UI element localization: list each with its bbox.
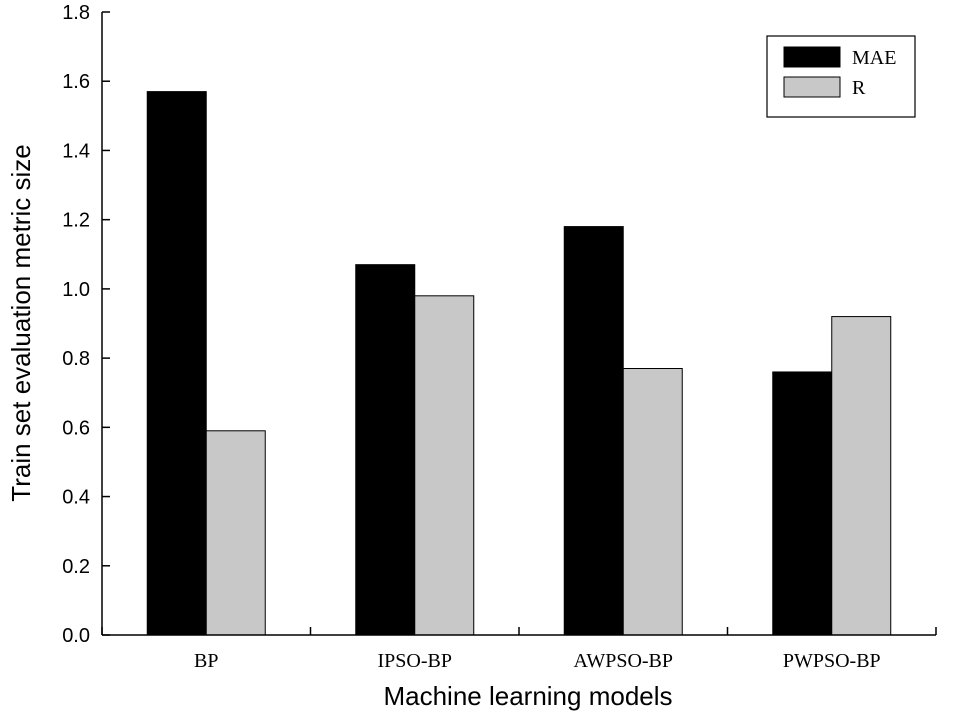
y-tick-label: 0.2 — [62, 556, 90, 578]
bar-r-pwpso-bp — [831, 316, 892, 636]
bar-r-ipso-bp — [414, 295, 475, 636]
legend: MAE R — [766, 35, 916, 118]
x-tick-label: PWPSO-BP — [783, 650, 881, 672]
x-tick-label: AWPSO-BP — [573, 650, 673, 672]
y-tick-label: 0.6 — [62, 417, 90, 439]
bars-layer — [146, 91, 892, 636]
y-tick-label: 0.4 — [62, 487, 90, 509]
y-axis-title: Train set evaluation metric size — [6, 144, 36, 501]
legend-label-mae: MAE — [852, 47, 896, 69]
legend-swatch-r — [783, 76, 841, 98]
bar-r-awpso-bp — [622, 367, 683, 636]
bar-mae-ipso-bp — [355, 264, 416, 636]
x-axis-title: Machine learning models — [383, 681, 672, 711]
y-tick-label: 1.0 — [62, 279, 90, 301]
bar-mae-bp — [146, 91, 207, 636]
legend-swatch-mae — [783, 46, 841, 68]
x-tick-label: IPSO-BP — [378, 650, 452, 672]
axes-layer: BP IPSO-BP AWPSO-BP PWPSO-BP 0.0 0.2 0.4 0.6 0.8… — [62, 2, 937, 672]
y-tick-label: 0.0 — [62, 625, 90, 647]
y-tick-label: 1.8 — [62, 2, 90, 24]
y-tick-label: 1.2 — [62, 210, 90, 232]
y-tick-label: 1.4 — [62, 140, 90, 162]
legend-label-r: R — [852, 77, 866, 99]
bar-r-bp — [205, 430, 266, 636]
y-tick-label: 0.8 — [62, 348, 90, 370]
bar-mae-pwpso-bp — [772, 371, 833, 636]
bar-mae-awpso-bp — [563, 226, 624, 636]
y-tick-label: 1.6 — [62, 71, 90, 93]
x-tick-label: BP — [194, 650, 218, 672]
